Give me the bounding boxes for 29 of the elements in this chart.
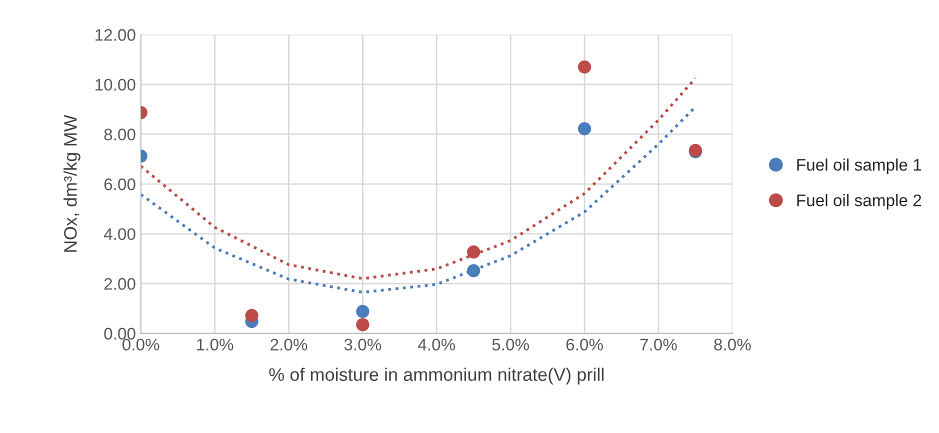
- y-tick-label: 8.00: [104, 128, 136, 140]
- x-tick-label: 3.0%: [344, 338, 382, 351]
- x-tick-label: 2.0%: [270, 338, 308, 351]
- line-series: [140, 76, 697, 280]
- y-tick-label: 0.00: [104, 328, 136, 340]
- x-tick-label: 6.0%: [566, 338, 603, 351]
- x-tick-label: 5.0%: [492, 338, 529, 351]
- point: [578, 122, 592, 136]
- legend-label: Fuel oil sample 1: [797, 158, 922, 174]
- point: [356, 318, 370, 332]
- point: [356, 304, 370, 318]
- point: [245, 308, 258, 322]
- point: [467, 264, 480, 278]
- legend-label: Fuel oil sample 2: [797, 194, 922, 210]
- x-tick-label: 1.0%: [197, 338, 234, 351]
- x-axis-title: % of moisture in ammonium nitrate(V) prill: [269, 368, 604, 385]
- x-tick-label: 7.0%: [640, 338, 677, 351]
- y-tick-label: 10.00: [96, 78, 136, 91]
- x-tick-label: 0.0%: [122, 338, 160, 351]
- x-tick-label: 8.0%: [714, 338, 751, 351]
- x-tick-label: 4.0%: [418, 338, 456, 351]
- y-tick-label: 4.00: [104, 228, 136, 240]
- y-tick-label: 6.00: [104, 178, 136, 190]
- point: [578, 60, 592, 74]
- y-tick-label: 2.00: [104, 278, 136, 290]
- y-tick-label: 12.00: [96, 29, 136, 41]
- line-series: [140, 105, 697, 294]
- y-axis-title: NOx, dm³/kg MW: [64, 114, 80, 252]
- point: [467, 245, 480, 259]
